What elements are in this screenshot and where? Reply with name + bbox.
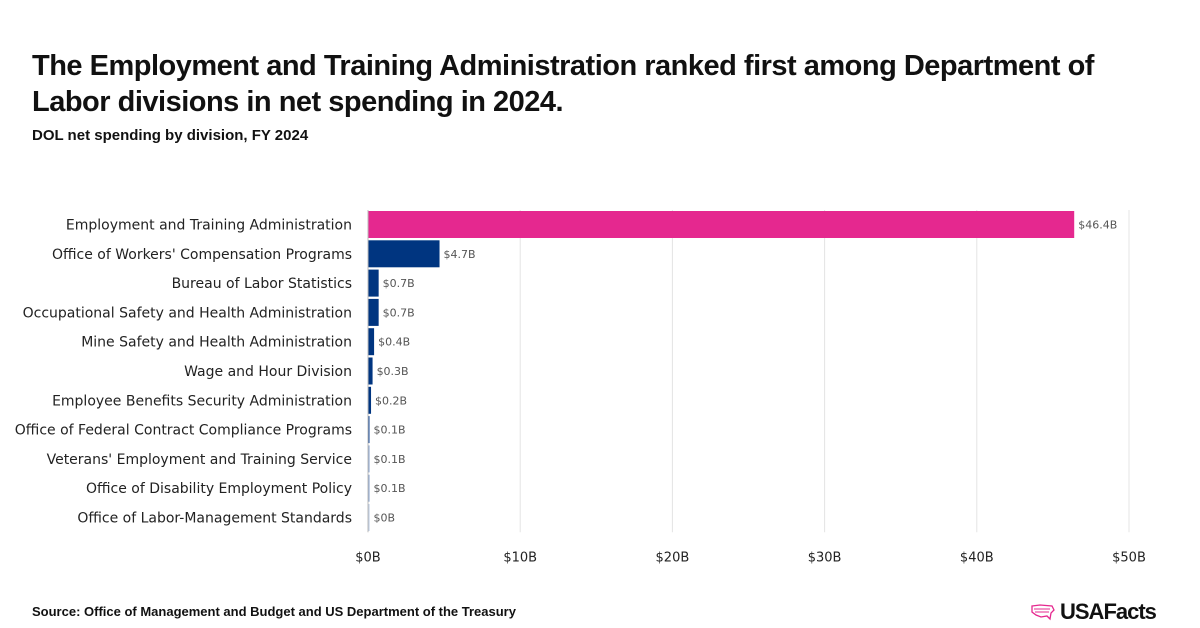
- bar: [368, 474, 370, 502]
- bar: [368, 269, 379, 297]
- category-label: Veterans' Employment and Training Servic…: [47, 452, 352, 468]
- bar: [368, 445, 370, 473]
- bar: [368, 328, 375, 356]
- data-label: $0.1B: [374, 424, 406, 437]
- bar: [368, 386, 372, 414]
- bar: [368, 357, 373, 385]
- data-label: $0.2B: [375, 394, 407, 407]
- data-label: $0B: [374, 512, 396, 525]
- data-label: $0.4B: [378, 336, 410, 349]
- x-tick-label: $30B: [808, 550, 842, 565]
- chart-subtitle: DOL net spending by division, FY 2024: [32, 127, 309, 144]
- category-label: Employee Benefits Security Administratio…: [52, 393, 352, 409]
- bar: [368, 298, 379, 326]
- bar: [368, 416, 370, 444]
- chart-title: The Employment and Training Administrati…: [32, 50, 1094, 118]
- category-label: Occupational Safety and Health Administr…: [23, 305, 352, 321]
- category-label: Office of Workers' Compensation Programs: [52, 247, 352, 263]
- data-label: $0.7B: [383, 277, 415, 290]
- category-label: Mine Safety and Health Administration: [81, 335, 352, 351]
- source-note: Source: Office of Management and Budget …: [32, 604, 516, 619]
- logo-text: USAFacts: [1060, 599, 1157, 624]
- category-label: Office of Disability Employment Policy: [86, 481, 352, 497]
- x-tick-label: $40B: [960, 550, 994, 565]
- data-label: $0.1B: [374, 482, 406, 495]
- x-tick-label: $50B: [1112, 550, 1146, 565]
- category-label: Wage and Hour Division: [184, 364, 352, 380]
- data-label: $46.4B: [1078, 219, 1117, 232]
- bar: [368, 240, 440, 268]
- category-label: Employment and Training Administration: [66, 218, 352, 234]
- bar: [368, 504, 370, 531]
- data-label: $0.3B: [377, 365, 409, 378]
- x-tick-label: $0B: [355, 550, 380, 565]
- data-label: $0.7B: [383, 306, 415, 319]
- data-label: $4.7B: [444, 248, 476, 261]
- category-label: Office of Labor-Management Standards: [77, 511, 352, 527]
- category-label: Bureau of Labor Statistics: [172, 276, 352, 292]
- us-map-icon: [1031, 604, 1055, 621]
- category-label: Office of Federal Contract Compliance Pr…: [15, 423, 352, 439]
- x-tick-label: $20B: [656, 550, 690, 565]
- x-tick-label: $10B: [503, 550, 537, 565]
- data-label: $0.1B: [374, 453, 406, 466]
- usafacts-logo: USAFacts: [1030, 599, 1157, 625]
- bar: [368, 211, 1075, 238]
